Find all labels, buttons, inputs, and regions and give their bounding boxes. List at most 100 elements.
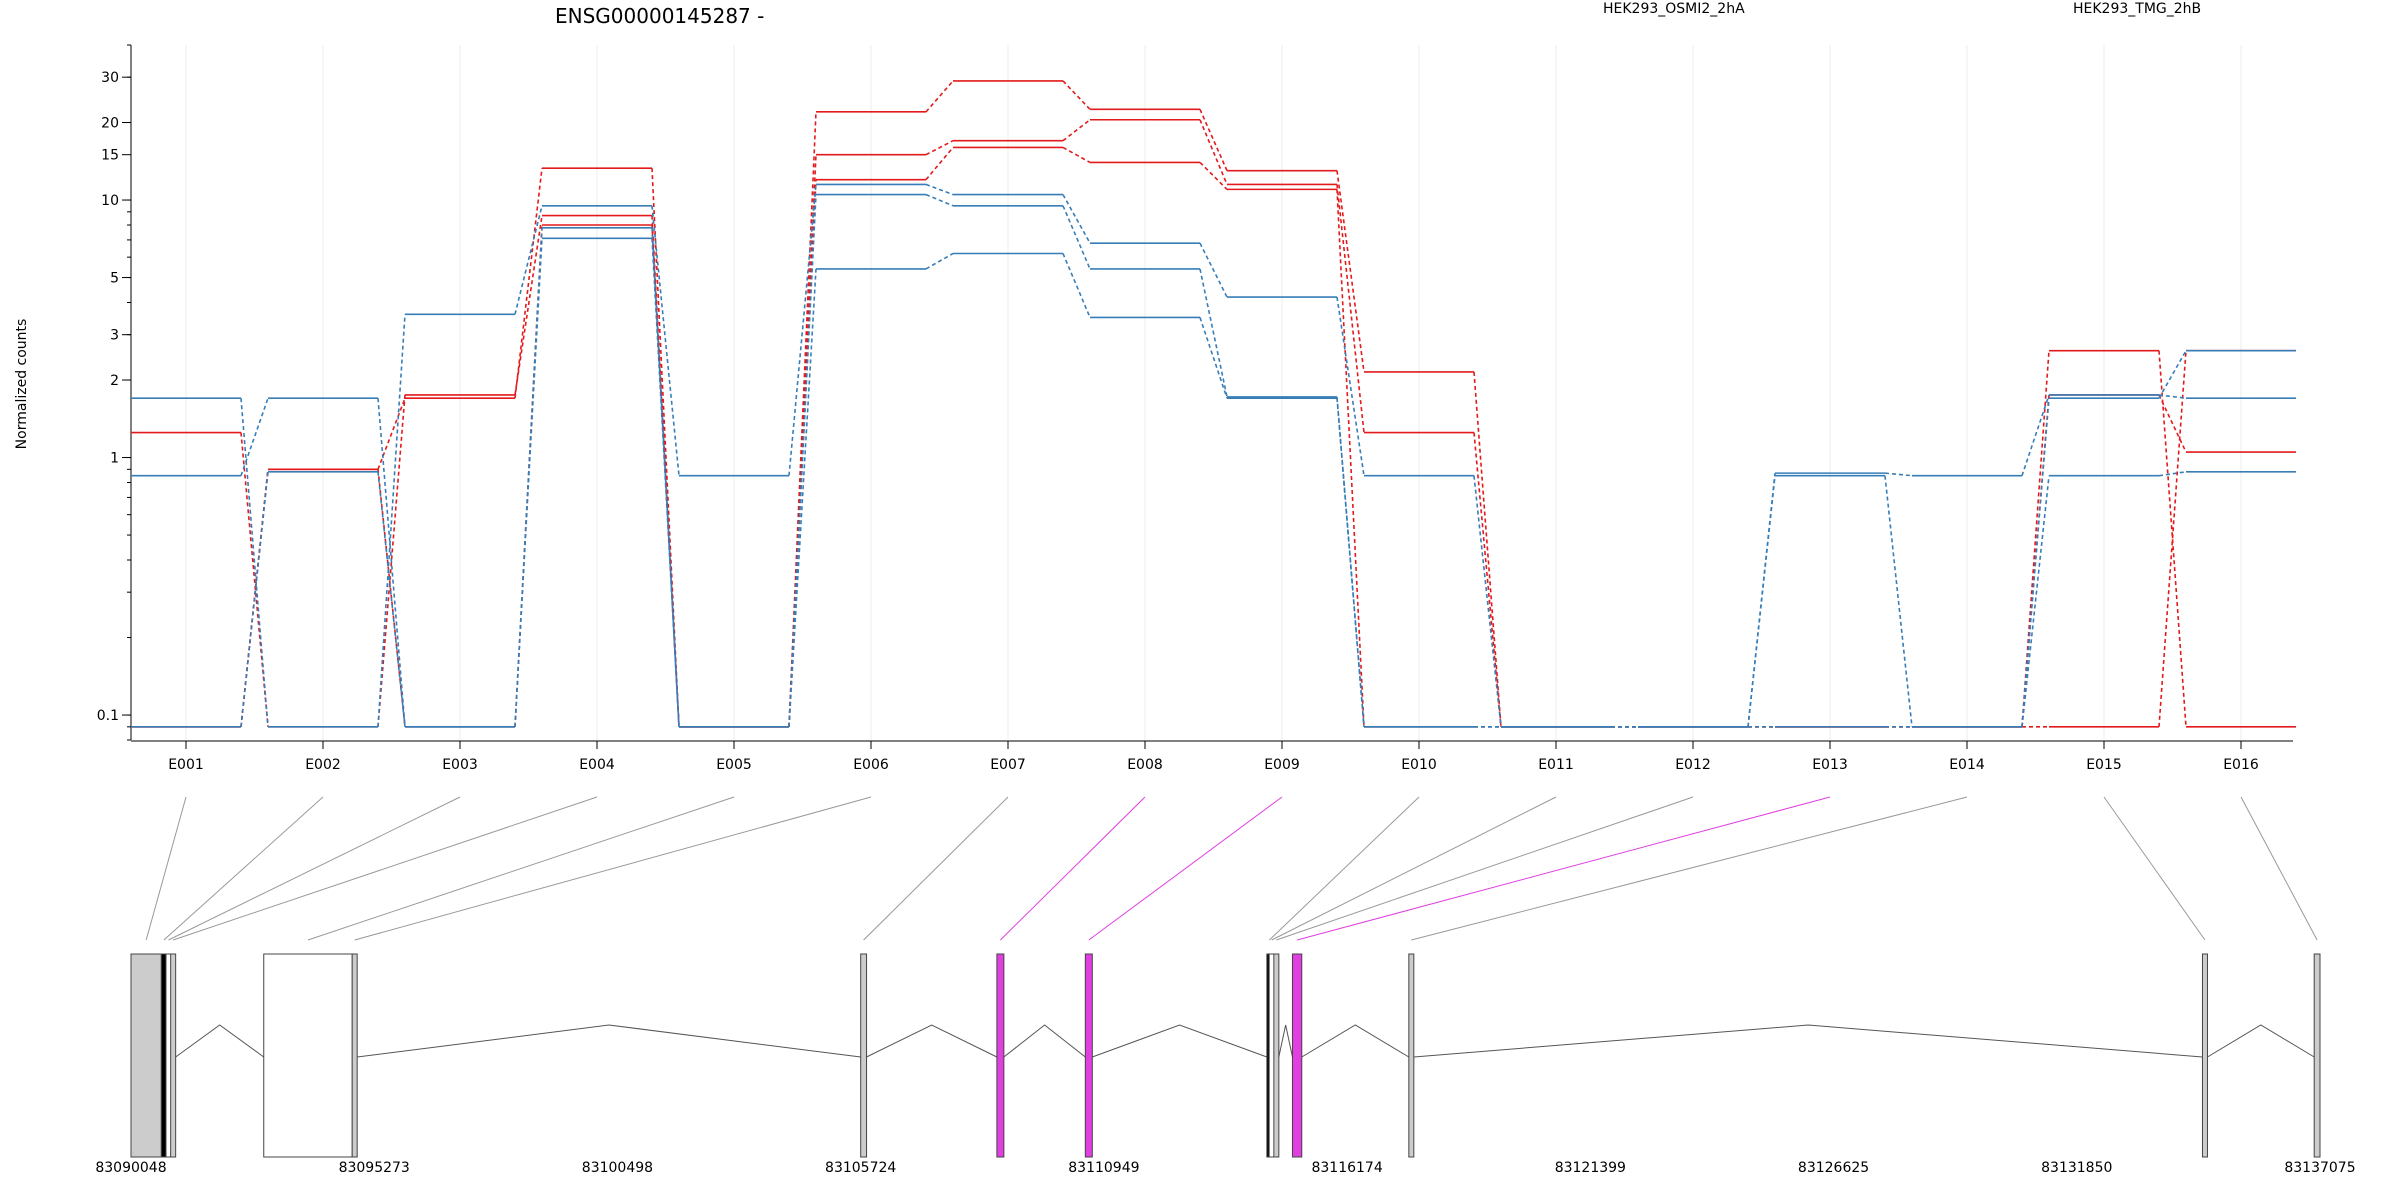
series-connector: [2021, 398, 2050, 727]
x-tick-label-e014: E014: [1949, 757, 1985, 773]
series-connector: [1884, 472, 1913, 477]
series-connector: [925, 139, 954, 156]
series-3: [131, 146, 2296, 728]
series-connector: [925, 183, 954, 196]
series-connector: [925, 80, 954, 113]
x-tick-label-e002: E002: [305, 757, 341, 773]
series-connector: [1199, 119, 1228, 185]
coordinate-label: 83126625: [1798, 1160, 1869, 1176]
series-connector: [240, 471, 269, 727]
series-connector: [651, 227, 680, 727]
y-tick-label: 15: [101, 148, 119, 164]
y-tick-label: 30: [101, 70, 119, 86]
series-connector: [1473, 475, 1502, 727]
series-connector: [1062, 205, 1091, 270]
connector-e013: [1296, 796, 1831, 941]
y-axis-label: Normalized counts: [14, 319, 30, 450]
gene-model: 83090048 83095273 83100498 83105724 83110949…: [95, 953, 2356, 1176]
connector-e003: [168, 796, 461, 941]
exon-e015: [2201, 953, 2208, 1158]
connector-e012: [1276, 796, 1694, 941]
coordinate-label: 83100498: [582, 1160, 653, 1176]
intron: [2207, 1024, 2315, 1058]
exon-e005: [263, 953, 353, 1158]
x-tick-label-e003: E003: [442, 757, 478, 773]
connector-e008: [1000, 796, 1146, 941]
y-tick-label: 10: [101, 193, 119, 209]
series-connector: [788, 268, 817, 727]
x-tick-label-e010: E010: [1401, 757, 1437, 773]
series-connector: [925, 193, 954, 207]
series-connector: [1062, 146, 1091, 164]
series-connector: [377, 314, 406, 727]
connector-e006: [354, 796, 872, 941]
series-6: [131, 227, 2296, 728]
intron: [175, 1024, 265, 1058]
x-tick-label-e008: E008: [1127, 757, 1163, 773]
exon-e016: [2313, 953, 2321, 1158]
connector-e011: [1271, 796, 1557, 941]
legend-entry-tmg: HEK293_TMG_2hB: [2073, 1, 2201, 17]
series-connector: [788, 154, 817, 727]
chart-title: ENSG00000145287 -: [555, 4, 764, 28]
series-connector: [1884, 475, 1913, 727]
exon-connectors: [145, 796, 2318, 941]
exon-e008: [996, 953, 1005, 1158]
connector-e007: [863, 796, 1009, 941]
series-connector: [1199, 317, 1228, 399]
coordinate-label: 83110949: [1068, 1160, 1139, 1176]
series-connector: [2158, 394, 2187, 399]
series-connector: [514, 168, 543, 399]
exon-e013: [1291, 953, 1303, 1158]
connector-e001: [145, 796, 187, 941]
series-connector: [377, 397, 406, 470]
connector-e009: [1088, 796, 1283, 941]
axes: 0.1 1 2 3 5 10 15 20 30 E001 E002 E003 E004 E005 E006 E…: [97, 44, 2293, 773]
series-connector: [1336, 184, 1365, 433]
connector-e015: [2103, 796, 2206, 941]
y-tick-label: 0.1: [97, 708, 119, 724]
y-tick-label: 3: [110, 328, 119, 344]
connector-e016: [2240, 796, 2318, 941]
series-connector: [377, 471, 406, 727]
series-4: [131, 183, 2296, 728]
series-connector: [1336, 170, 1365, 373]
x-tick-label-e004: E004: [579, 757, 615, 773]
intron: [1413, 1024, 2203, 1058]
series-connector: [651, 238, 680, 727]
coordinate-label: 83105724: [825, 1160, 896, 1176]
series-connector: [1062, 194, 1091, 244]
y-tick-label: 2: [110, 373, 119, 389]
y-tick-label: 5: [110, 271, 119, 287]
series-connector: [514, 227, 543, 727]
x-tick-label-e007: E007: [990, 757, 1026, 773]
series-connector: [788, 111, 817, 727]
series-connector: [2021, 475, 2050, 727]
exon-e014: [1408, 953, 1415, 1158]
series-connector: [240, 398, 269, 727]
intron: [1003, 1024, 1086, 1058]
coordinate-label: 83131850: [2041, 1160, 2112, 1176]
gridlines: [185, 45, 2242, 740]
intron: [1301, 1024, 1410, 1058]
exon-e006: [351, 953, 358, 1158]
coordinate-label: 83137075: [2284, 1160, 2355, 1176]
series-connector: [925, 252, 954, 270]
exon-e007: [860, 953, 868, 1158]
series-connector: [2158, 471, 2187, 477]
x-tick-label-e009: E009: [1264, 757, 1300, 773]
connector-e004: [172, 796, 598, 941]
series-connector: [514, 205, 543, 315]
series-connector: [1336, 398, 1365, 727]
intron: [357, 1024, 861, 1058]
series-connector: [788, 194, 817, 727]
connector-e005: [307, 796, 735, 941]
x-tick-label-e001: E001: [168, 757, 204, 773]
series-connector: [1473, 371, 1502, 727]
exon-e004: [170, 953, 177, 1158]
series-connector: [1336, 189, 1365, 727]
intron: [1278, 1024, 1293, 1058]
series-connector: [2021, 394, 2050, 476]
connector-e002: [163, 796, 324, 941]
